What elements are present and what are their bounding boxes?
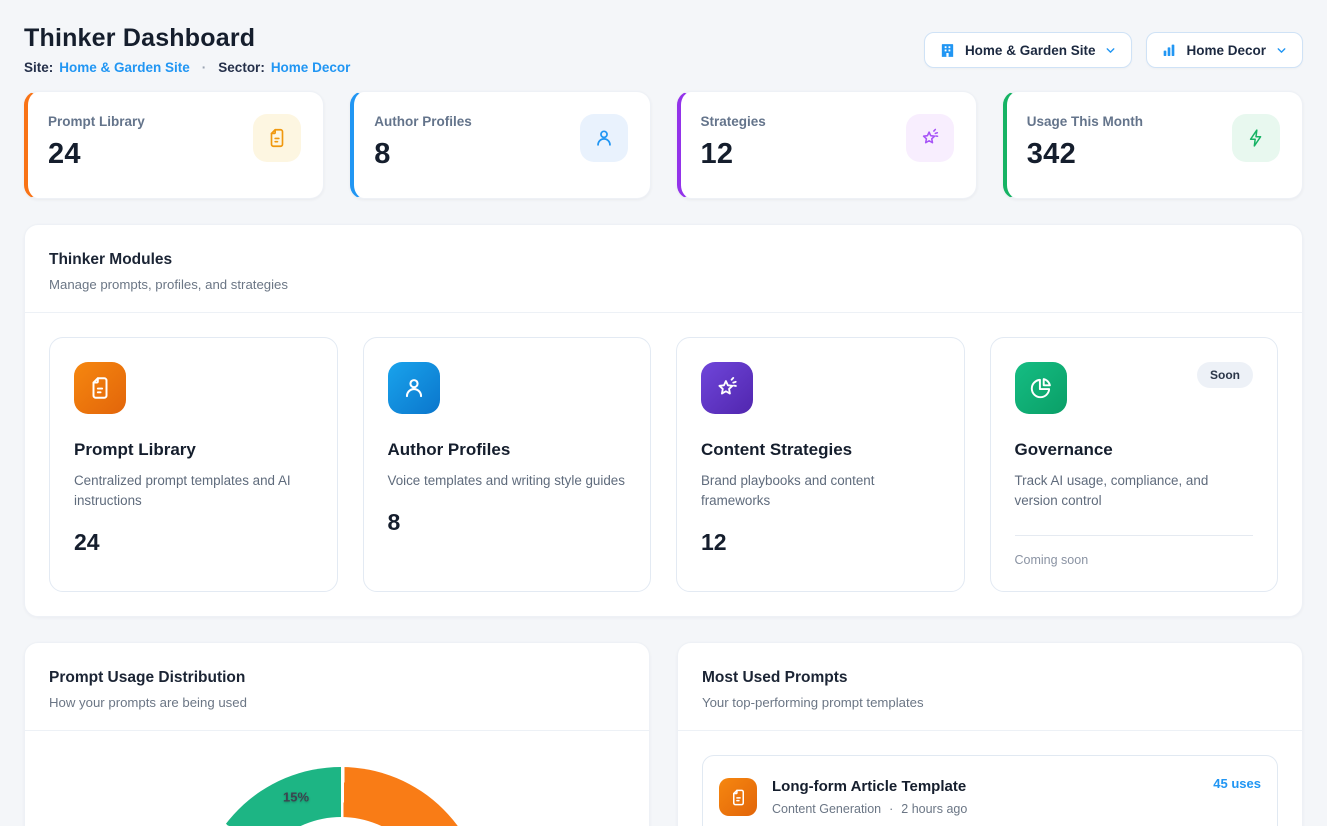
site-selector-dropdown[interactable]: Home & Garden Site — [923, 32, 1133, 68]
coming-soon-text: Coming soon — [1014, 553, 1089, 568]
usage-card-header: Prompt Usage Distribution How your promp… — [25, 643, 649, 730]
user-icon — [387, 362, 440, 414]
stat-card-prompt-library: Prompt Library 24 — [24, 91, 325, 199]
module-count: 8 — [387, 509, 401, 536]
stat-text: Usage This Month 342 — [1027, 114, 1143, 171]
title-block: Thinker Dashboard Site: Home & Garden Si… — [24, 14, 350, 75]
bottom-row: Prompt Usage Distribution How your promp… — [24, 642, 1303, 826]
module-description: Voice templates and writing style guides — [387, 473, 625, 488]
stat-value: 24 — [48, 138, 81, 170]
module-title: Prompt Library — [74, 440, 196, 459]
item-title: Long-form Article Template — [772, 778, 967, 796]
sector-label: Sector: — [218, 60, 265, 75]
divider — [25, 312, 1302, 313]
sector-selector-value: Home Decor — [1186, 42, 1266, 58]
divider — [678, 730, 1302, 732]
stat-label: Strategies — [700, 114, 766, 129]
chevron-down-icon — [1275, 44, 1288, 57]
breadcrumb: Site: Home & Garden Site · Sector: Home … — [24, 60, 350, 75]
building-icon — [939, 42, 956, 59]
donut-hole — [246, 817, 436, 826]
separator-dot: · — [201, 60, 207, 75]
site-link[interactable]: Home & Garden Site — [59, 60, 190, 75]
document-icon — [74, 362, 126, 414]
document-icon — [719, 778, 757, 817]
module-title: Author Profiles — [387, 440, 511, 459]
sparkle-star-icon — [701, 362, 753, 414]
document-icon — [253, 114, 302, 162]
stat-label: Usage This Month — [1026, 114, 1144, 129]
module-description: Centralized prompt templates and AI inst… — [74, 473, 291, 509]
stat-card-author-profiles: Author Profiles 8 — [350, 91, 651, 199]
header-controls: Home & Garden Site Home Decor — [923, 32, 1303, 68]
usage-donut[interactable]: 15% — [196, 767, 486, 826]
stat-card-usage: Usage This Month 342 — [1002, 91, 1303, 199]
divider — [25, 730, 649, 732]
site-selector-value: Home & Garden Site — [964, 42, 1096, 58]
item-meta: Content Generation · 2 hours ago — [772, 802, 967, 816]
modules-title: Thinker Modules — [49, 251, 173, 268]
chevron-down-icon — [1104, 44, 1117, 57]
stat-value: 342 — [1026, 138, 1077, 170]
divider — [1014, 535, 1253, 537]
module-card-author-profiles[interactable]: Author Profiles Voice templates and writ… — [362, 337, 651, 593]
sector-selector-dropdown[interactable]: Home Decor — [1146, 32, 1303, 68]
sparkle-star-icon — [905, 114, 954, 162]
module-description: Brand playbooks and content frameworks — [701, 473, 875, 509]
stat-card-strategies: Strategies 12 — [676, 91, 977, 199]
module-card-prompt-library[interactable]: Prompt Library Centralized prompt templa… — [49, 337, 338, 593]
module-title: Content Strategies — [701, 440, 853, 459]
most-used-prompts-card: Most Used Prompts Your top-performing pr… — [677, 642, 1303, 826]
item-category: Content Generation — [772, 802, 882, 817]
donut-chart-area: 15% — [25, 731, 649, 826]
module-description: Track AI usage, compliance, and version … — [1014, 473, 1209, 509]
stat-text: Prompt Library 24 — [48, 114, 145, 171]
item-time: 2 hours ago — [901, 802, 968, 817]
most-used-subtitle: Your top-performing prompt templates — [702, 695, 924, 711]
item-uses-badge: 45 uses — [1213, 776, 1261, 792]
pie-chart-icon — [1014, 362, 1067, 414]
top-bar: Thinker Dashboard Site: Home & Garden Si… — [24, 14, 1303, 75]
item-text: Long-form Article Template Content Gener… — [772, 778, 967, 816]
usage-card-subtitle: How your prompts are being used — [49, 695, 247, 711]
stat-label: Author Profiles — [374, 114, 472, 129]
site-label: Site: — [24, 60, 54, 75]
modules-header: Thinker Modules Manage prompts, profiles… — [25, 225, 1302, 312]
modules-subtitle: Manage prompts, profiles, and strategies — [49, 277, 288, 292]
module-title: Governance — [1014, 440, 1113, 459]
usage-card-title: Prompt Usage Distribution — [49, 669, 246, 687]
stat-value: 8 — [374, 138, 391, 170]
modules-grid: Prompt Library Centralized prompt templa… — [25, 313, 1302, 616]
bar-chart-icon — [1161, 42, 1177, 58]
module-count: 12 — [701, 529, 727, 556]
module-card-content-strategies[interactable]: Content Strategies Brand playbooks and c… — [676, 337, 965, 593]
lightning-icon — [1232, 114, 1280, 162]
module-count: 24 — [74, 529, 100, 556]
prompt-list: Long-form Article Template Content Gener… — [678, 731, 1302, 826]
soon-badge: Soon — [1197, 362, 1253, 388]
stats-row: Prompt Library 24 Author Profiles 8 Stra… — [24, 91, 1303, 199]
user-icon — [579, 114, 628, 162]
most-used-title: Most Used Prompts — [702, 669, 848, 687]
module-card-governance[interactable]: Soon Governance Track AI usage, complian… — [989, 337, 1278, 593]
page-title: Thinker Dashboard — [24, 24, 256, 52]
stat-text: Author Profiles 8 — [374, 114, 472, 171]
separator-dot: · — [889, 802, 894, 817]
usage-distribution-card: Prompt Usage Distribution How your promp… — [24, 642, 650, 826]
sector-link[interactable]: Home Decor — [270, 60, 351, 75]
thinker-modules-panel: Thinker Modules Manage prompts, profiles… — [24, 224, 1303, 618]
stat-text: Strategies 12 — [701, 114, 766, 171]
most-used-header: Most Used Prompts Your top-performing pr… — [678, 643, 1302, 730]
list-item[interactable]: Long-form Article Template Content Gener… — [702, 755, 1278, 826]
stat-value: 12 — [700, 138, 734, 170]
donut-segment-label: 15% — [282, 789, 310, 805]
stat-label: Prompt Library — [48, 114, 145, 129]
